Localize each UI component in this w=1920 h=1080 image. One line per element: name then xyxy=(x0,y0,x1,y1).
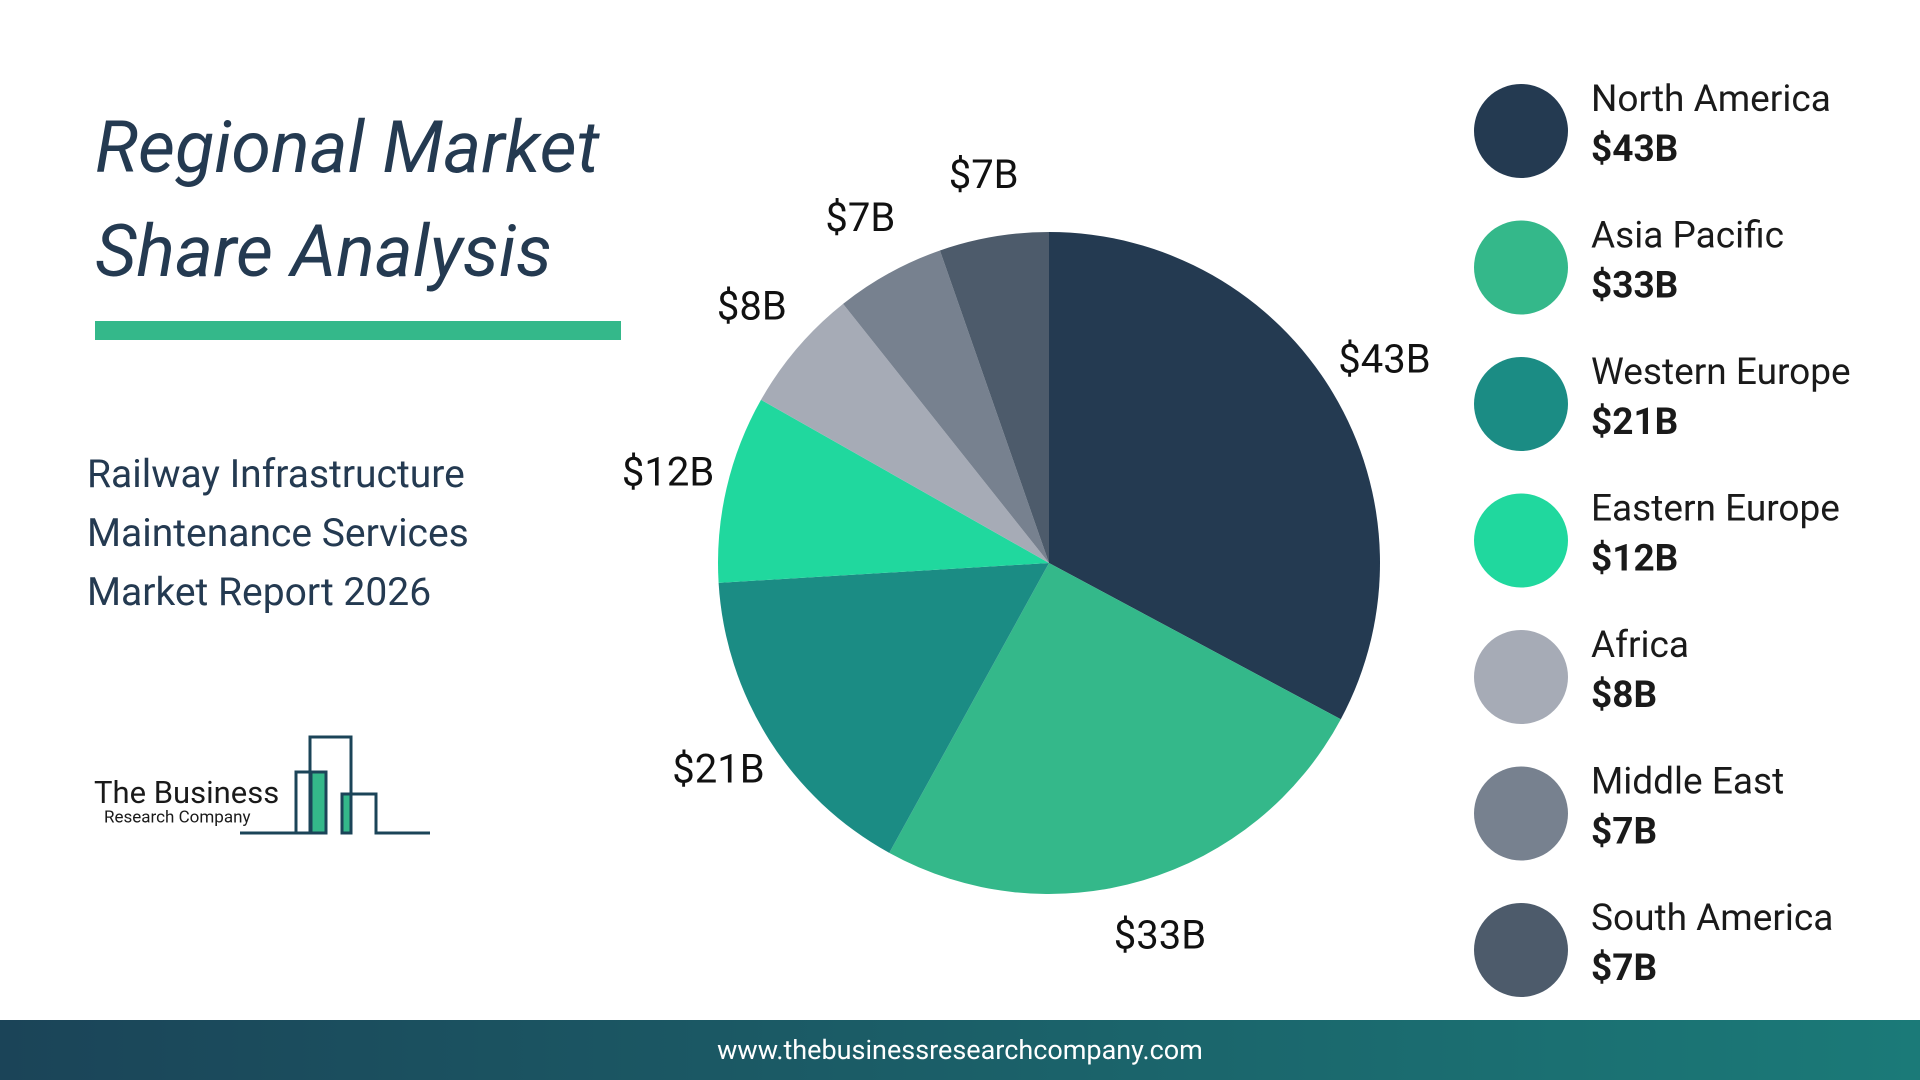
pie-label: $7B xyxy=(825,194,895,241)
pie-slice xyxy=(718,563,1049,853)
legend-value: $33B xyxy=(1591,264,1678,307)
legend-name: North America xyxy=(1591,78,1831,121)
legend-name: Africa xyxy=(1591,624,1689,667)
legend-value: $8B xyxy=(1591,674,1657,717)
legend-name: Western Europe xyxy=(1591,351,1851,394)
chart-title: Regional Market Share Analysis xyxy=(95,105,600,294)
legend-icon xyxy=(1474,357,1568,451)
logo-outline xyxy=(240,770,311,835)
footer-url: www.thebusinessresearchcompany.com xyxy=(717,1034,1203,1066)
legend-icon xyxy=(1474,84,1568,178)
legend-value: $12B xyxy=(1591,537,1678,580)
legend-name: Eastern Europe xyxy=(1591,487,1840,530)
legend-name: South America xyxy=(1591,897,1833,940)
pie-slice xyxy=(1049,232,1380,720)
title-rule xyxy=(95,321,621,340)
subtitle: Railway Infrastructure Maintenance Servi… xyxy=(87,451,469,615)
pie-slice xyxy=(718,399,1049,583)
pie-label: $7B xyxy=(949,151,1019,198)
legend-name: Asia Pacific xyxy=(1591,214,1784,257)
pie-label: $33B xyxy=(1114,911,1206,958)
logo-line2: Research Company xyxy=(104,807,251,827)
logo-line1: The Business xyxy=(94,774,279,811)
legend-icon xyxy=(1474,493,1568,588)
pie-slice xyxy=(843,250,1049,564)
legend-value: $7B xyxy=(1591,810,1657,853)
chart: The Business Research Company $43B $33B $2… xyxy=(94,78,1851,997)
legend-value: $43B xyxy=(1591,128,1678,171)
logo-bar xyxy=(309,770,328,835)
pie-slice xyxy=(761,303,1049,563)
legend-icon xyxy=(1474,220,1568,315)
footer: www.thebusinessresearchcompany.com xyxy=(0,1020,1920,1080)
logo: The Business Research Company xyxy=(94,735,430,835)
legend-value: $7B xyxy=(1591,947,1657,990)
pie-slice xyxy=(889,563,1341,894)
legend-icon xyxy=(1474,630,1568,724)
pie-label: $43B xyxy=(1338,336,1430,383)
legend-icon xyxy=(1474,903,1568,997)
logo-outline xyxy=(296,735,430,835)
pie-label: $12B xyxy=(622,448,714,495)
legend-icon xyxy=(1474,766,1568,861)
legend-name: Middle East xyxy=(1591,760,1784,803)
pie-slice xyxy=(939,232,1049,563)
legend-value: $21B xyxy=(1591,401,1678,444)
pie-label: $8B xyxy=(717,282,787,329)
pie-label: $21B xyxy=(672,745,764,792)
